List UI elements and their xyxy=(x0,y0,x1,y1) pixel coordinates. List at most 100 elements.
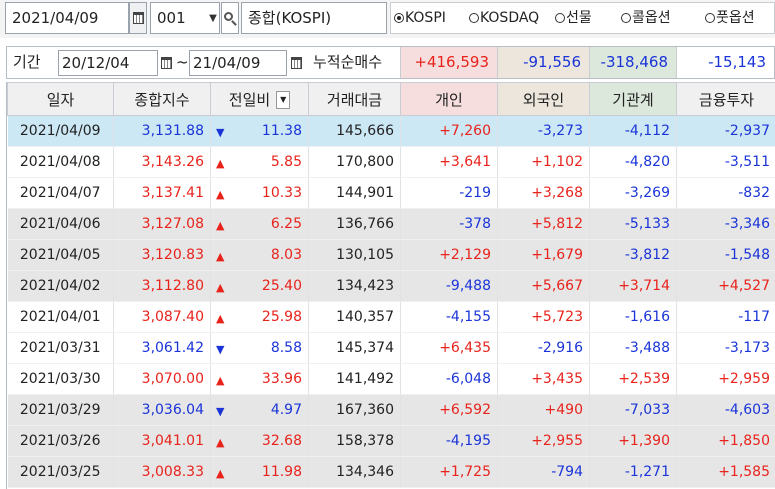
change-value: 5.85 xyxy=(270,154,302,170)
cell-change: ▼ 11.38 xyxy=(210,115,309,147)
col-header-index[interactable]: 종합지수 xyxy=(113,82,211,116)
cell-foreign: -2,916 xyxy=(497,332,590,364)
cell-foreign: +5,667 xyxy=(497,270,590,302)
chevron-down-icon[interactable]: ▼ xyxy=(209,12,217,24)
cell-individual: +6,592 xyxy=(400,394,498,426)
change-value: 25.98 xyxy=(261,309,302,325)
radio-kosdaq[interactable]: KOSDAQ xyxy=(469,3,539,33)
table-row[interactable]: 2021/03/30 3,070.00 ▲ 33.96 141,492 -6,048 +3,… xyxy=(7,363,775,395)
date-field[interactable]: 2021/04/09 xyxy=(5,2,129,34)
cell-volume: 158,378 xyxy=(308,425,401,457)
cell-index: 3,036.04 xyxy=(113,394,211,426)
cell-change: ▼ 4.97 xyxy=(210,394,309,426)
calendar-button[interactable] xyxy=(129,2,147,34)
cell-institution: -1,616 xyxy=(589,301,677,333)
cell-change: ▲ 25.40 xyxy=(210,270,309,302)
radio-call-option[interactable]: 콜옵션 xyxy=(621,3,671,33)
cell-finance: -832 xyxy=(676,177,775,209)
up-triangle-icon: ▲ xyxy=(216,188,225,201)
table-row[interactable]: 2021/04/05 3,120.83 ▲ 8.03 130,105 +2,129 +1,6… xyxy=(7,239,775,271)
cell-foreign: +3,268 xyxy=(497,177,590,209)
table-row[interactable]: 2021/04/06 3,127.08 ▲ 6.25 136,766 -378 +5,812… xyxy=(7,208,775,240)
cell-foreign: +490 xyxy=(497,394,590,426)
col-header-finance[interactable]: 금융투자 xyxy=(676,82,775,116)
search-icon xyxy=(224,12,233,21)
cell-volume: 134,423 xyxy=(308,270,401,302)
cell-volume: 136,766 xyxy=(308,208,401,240)
table-row[interactable]: 2021/04/07 3,137.41 ▲ 10.33 144,901 -219 +3,26… xyxy=(7,177,775,209)
code-field[interactable]: 001 xyxy=(150,2,220,34)
col-header-institution[interactable]: 기관계 xyxy=(589,82,677,116)
cumulative-net-buy-label: 누적순매수 xyxy=(313,53,383,71)
sort-dropdown-icon[interactable]: ▼ xyxy=(276,91,291,109)
cell-finance: +4,527 xyxy=(676,270,775,302)
cell-individual: +3,641 xyxy=(400,146,498,178)
col-header-individual[interactable]: 개인 xyxy=(400,82,498,116)
cell-date: 2021/04/06 xyxy=(7,208,114,240)
cell-volume: 144,901 xyxy=(308,177,401,209)
table-row[interactable]: 2021/03/26 3,041.01 ▲ 32.68 158,378 -4,195 +2,… xyxy=(7,425,775,457)
cell-individual: +7,260 xyxy=(400,115,498,147)
cell-index: 3,131.88 xyxy=(113,115,211,147)
cell-finance: +1,585 xyxy=(676,456,775,488)
table-row[interactable]: 2021/03/29 3,036.04 ▼ 4.97 167,360 +6,592 +490… xyxy=(7,394,775,426)
cell-index: 3,008.33 xyxy=(113,456,211,488)
cell-individual: -4,195 xyxy=(400,425,498,457)
cell-finance: -4,603 xyxy=(676,394,775,426)
cell-finance: -3,173 xyxy=(676,332,775,364)
cell-change: ▲ 25.98 xyxy=(210,301,309,333)
change-value: 11.38 xyxy=(261,123,302,139)
cell-finance: +2,959 xyxy=(676,363,775,395)
start-calendar-button[interactable] xyxy=(158,50,174,76)
up-triangle-icon: ▲ xyxy=(216,374,225,387)
cell-finance: -3,511 xyxy=(676,146,775,178)
col-header-date[interactable]: 일자 xyxy=(7,82,114,116)
cell-date: 2021/03/25 xyxy=(7,456,114,488)
cell-date: 2021/03/29 xyxy=(7,394,114,426)
start-date-field[interactable]: 20/12/04 xyxy=(58,50,158,76)
cell-institution: -7,033 xyxy=(589,394,677,426)
radio-dot-icon xyxy=(705,13,715,23)
table-row[interactable]: 2021/04/01 3,087.40 ▲ 25.98 140,357 -4,155 +5,… xyxy=(7,301,775,333)
cell-foreign: +2,955 xyxy=(497,425,590,457)
cell-finance: -1,548 xyxy=(676,239,775,271)
cell-individual: -6,048 xyxy=(400,363,498,395)
radio-label: 선물 xyxy=(566,10,592,26)
cell-change: ▲ 10.33 xyxy=(210,177,309,209)
up-triangle-icon: ▲ xyxy=(216,312,225,325)
radio-put-option[interactable]: 풋옵션 xyxy=(705,3,755,33)
cell-institution: -3,488 xyxy=(589,332,677,364)
index-name-field: 종합(KOSPI) xyxy=(241,2,387,34)
end-date-field[interactable]: 21/04/09 xyxy=(189,50,287,76)
cell-index: 3,070.00 xyxy=(113,363,211,395)
cell-foreign: +5,812 xyxy=(497,208,590,240)
cell-volume: 167,360 xyxy=(308,394,401,426)
col-header-change[interactable]: 전일비 ▼ xyxy=(210,82,309,116)
change-value: 25.40 xyxy=(261,278,302,294)
table-row[interactable]: 2021/04/02 3,112.80 ▲ 25.40 134,423 -9,488 +5,… xyxy=(7,270,775,302)
table-row[interactable]: 2021/03/31 3,061.42 ▼ 8.58 145,374 +6,435 -2,9… xyxy=(7,332,775,364)
cell-date: 2021/04/05 xyxy=(7,239,114,271)
cell-institution: -4,112 xyxy=(589,115,677,147)
cell-index: 3,061.42 xyxy=(113,332,211,364)
cell-date: 2021/04/09 xyxy=(7,115,114,147)
table-row[interactable]: 2021/03/25 3,008.33 ▲ 11.98 134,346 +1,725 -79… xyxy=(7,456,775,488)
end-calendar-button[interactable] xyxy=(288,50,304,76)
radio-dot-icon xyxy=(621,13,631,23)
cell-finance: -2,937 xyxy=(676,115,775,147)
col-header-foreign[interactable]: 외국인 xyxy=(497,82,590,116)
radio-kospi[interactable]: KOSPI xyxy=(394,3,446,33)
cell-individual: +1,725 xyxy=(400,456,498,488)
search-button[interactable] xyxy=(221,2,239,34)
table-row[interactable]: 2021/04/08 3,143.26 ▲ 5.85 170,800 +3,641 +1,1… xyxy=(7,146,775,178)
cell-institution: +3,714 xyxy=(589,270,677,302)
calendar-icon xyxy=(160,57,172,69)
cell-foreign: +1,102 xyxy=(497,146,590,178)
range-separator: ~ xyxy=(176,53,189,71)
table-row[interactable]: 2021/04/09 3,131.88 ▼ 11.38 145,666 +7,260 -3,… xyxy=(7,115,775,147)
up-triangle-icon: ▲ xyxy=(216,250,225,263)
col-header-volume[interactable]: 거래대금 xyxy=(308,82,401,116)
cell-finance: -117 xyxy=(676,301,775,333)
radio-futures[interactable]: 선물 xyxy=(555,3,592,33)
change-value: 8.03 xyxy=(270,247,302,263)
